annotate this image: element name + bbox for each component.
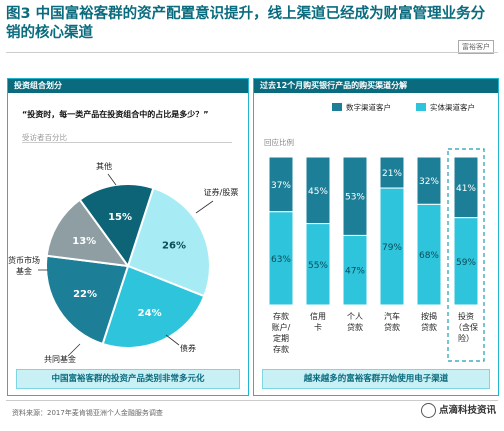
bar-category-label: （含保 — [454, 322, 478, 332]
legend-swatch — [332, 103, 342, 111]
bar-segment-physical — [416, 203, 442, 306]
bar-category-label: 存款 — [273, 344, 289, 354]
bar-value-label: 55% — [308, 261, 328, 271]
respondents-note: 受访者百分比 — [22, 133, 67, 142]
bar-category-label: 贷款 — [384, 322, 400, 332]
pie-value-label: 15% — [108, 212, 132, 223]
bar-value-label: 21% — [382, 169, 402, 179]
bar-category-label: 汽车 — [384, 311, 400, 321]
bar-panel-footer: 越来越多的富裕客群开始使用电子渠道 — [262, 369, 490, 389]
pie-panel: 投资组合划分 “投资时，每一类产品在投资组合中的占比是多少？” 受访者百分比 2… — [7, 78, 249, 396]
pie-slice — [45, 198, 131, 268]
bar-segment-physical — [342, 234, 368, 306]
bar-segment-digital — [379, 156, 405, 189]
bar-segment-physical — [268, 211, 294, 306]
title-divider — [6, 52, 498, 53]
pie-category-label: 货币市场 — [8, 255, 40, 265]
legend-label: 数字渠道客户 — [346, 102, 391, 112]
survey-question: “投资时，每一类产品在投资组合中的占比是多少？” — [22, 110, 209, 119]
pie-slice — [101, 264, 206, 349]
bar-panel-heading: 过去12个月购买银行产品的购买渠道分解 — [254, 79, 498, 93]
bar-value-label: 32% — [419, 177, 439, 187]
note-underline — [22, 142, 232, 143]
pie-leader-line — [195, 200, 214, 214]
pie-category-label: 共同基金 — [44, 354, 76, 364]
legend-swatch — [416, 103, 426, 111]
pie-panel-footer: 中国富裕客群的投资产品类别非常多元化 — [16, 369, 240, 389]
pie-category-label: 其他 — [96, 161, 112, 171]
pie-value-label: 26% — [162, 240, 186, 251]
bar-category-label: 按揭 — [421, 311, 437, 321]
highlight-box — [447, 148, 485, 362]
pie-category-label: 证券/股票 — [204, 187, 239, 197]
bar-category-label: 卡 — [314, 322, 322, 332]
bar-category-label: 账户/ — [272, 322, 291, 332]
figure-number: 图3 — [6, 6, 31, 22]
bar-category-label: 个人 — [347, 312, 363, 321]
bar-segment-physical — [305, 223, 331, 306]
bar-panel: 过去12个月购买银行产品的购买渠道分解 数字渠道客户 实体渠道客户回应比例 37% 6… — [253, 78, 499, 396]
watermark: 点滴科技资讯 — [420, 402, 496, 418]
bar-segment-digital — [342, 156, 368, 236]
source-note: 资料来源：2017年麦肯锡亚洲个人金融服务调查 — [12, 409, 163, 417]
pie-slice — [126, 186, 211, 298]
pie-slice — [78, 183, 155, 269]
bar-category-label: 存款 — [273, 311, 289, 321]
page-title: 图3 中国富裕客群的资产配置意识提升，线上渠道已经成为财富管理业务分销的核心渠道 — [6, 5, 498, 43]
bar-category-label: 定期 — [273, 333, 289, 343]
watermark-text: 点滴科技资讯 — [438, 405, 496, 416]
pie-value-label: 13% — [72, 236, 96, 247]
response-ratio-note: 回应比例 — [264, 137, 294, 147]
bar-category-label: 投资 — [458, 311, 474, 321]
pie-leader-line — [107, 173, 117, 186]
bar-value-label: 37% — [271, 181, 291, 191]
bar-category-label: 贷款 — [347, 322, 363, 332]
bar-value-label: 45% — [308, 187, 328, 197]
bar-value-label: 53% — [345, 193, 365, 203]
bar-value-label: 63% — [271, 255, 291, 265]
bar-value-label: 41% — [456, 184, 476, 194]
bar-value-label: 59% — [456, 258, 476, 268]
pie-leader-line — [67, 343, 81, 357]
bar-value-label: 68% — [419, 251, 439, 261]
title-text: 中国富裕客群的资产配置意识提升，线上渠道已经成为财富管理业务分销的核心渠道 — [6, 6, 486, 41]
pie-value-label: 22% — [73, 289, 97, 300]
brand-tag: 富裕客户 — [458, 40, 494, 54]
bar-category-label: 信用 — [310, 311, 326, 321]
bar-category-label: 贷款 — [421, 322, 437, 332]
pie-panel-heading: 投资组合划分 — [8, 79, 248, 93]
pie-slice — [45, 254, 130, 346]
bar-segment-digital — [453, 156, 479, 219]
bar-segment-physical — [453, 217, 479, 306]
bar-value-label: 47% — [345, 267, 365, 277]
pie-category-label: 基金 — [16, 266, 32, 276]
stacked-bar-chart: 数字渠道客户 实体渠道客户回应比例37%63%存款账户/定期存款45%55%信用卡… — [264, 102, 485, 362]
pie-leader-line — [165, 334, 180, 346]
pie-value-label: 24% — [138, 308, 162, 319]
bar-value-label: 79% — [382, 243, 402, 253]
footer-divider — [6, 400, 498, 401]
bar-segment-digital — [416, 156, 442, 205]
bar-category-label: 险） — [458, 333, 474, 343]
pie-category-label: 债券 — [180, 343, 196, 353]
wechat-icon — [420, 403, 436, 418]
bar-segment-physical — [379, 187, 405, 306]
legend-label: 实体渠道客户 — [430, 102, 475, 112]
